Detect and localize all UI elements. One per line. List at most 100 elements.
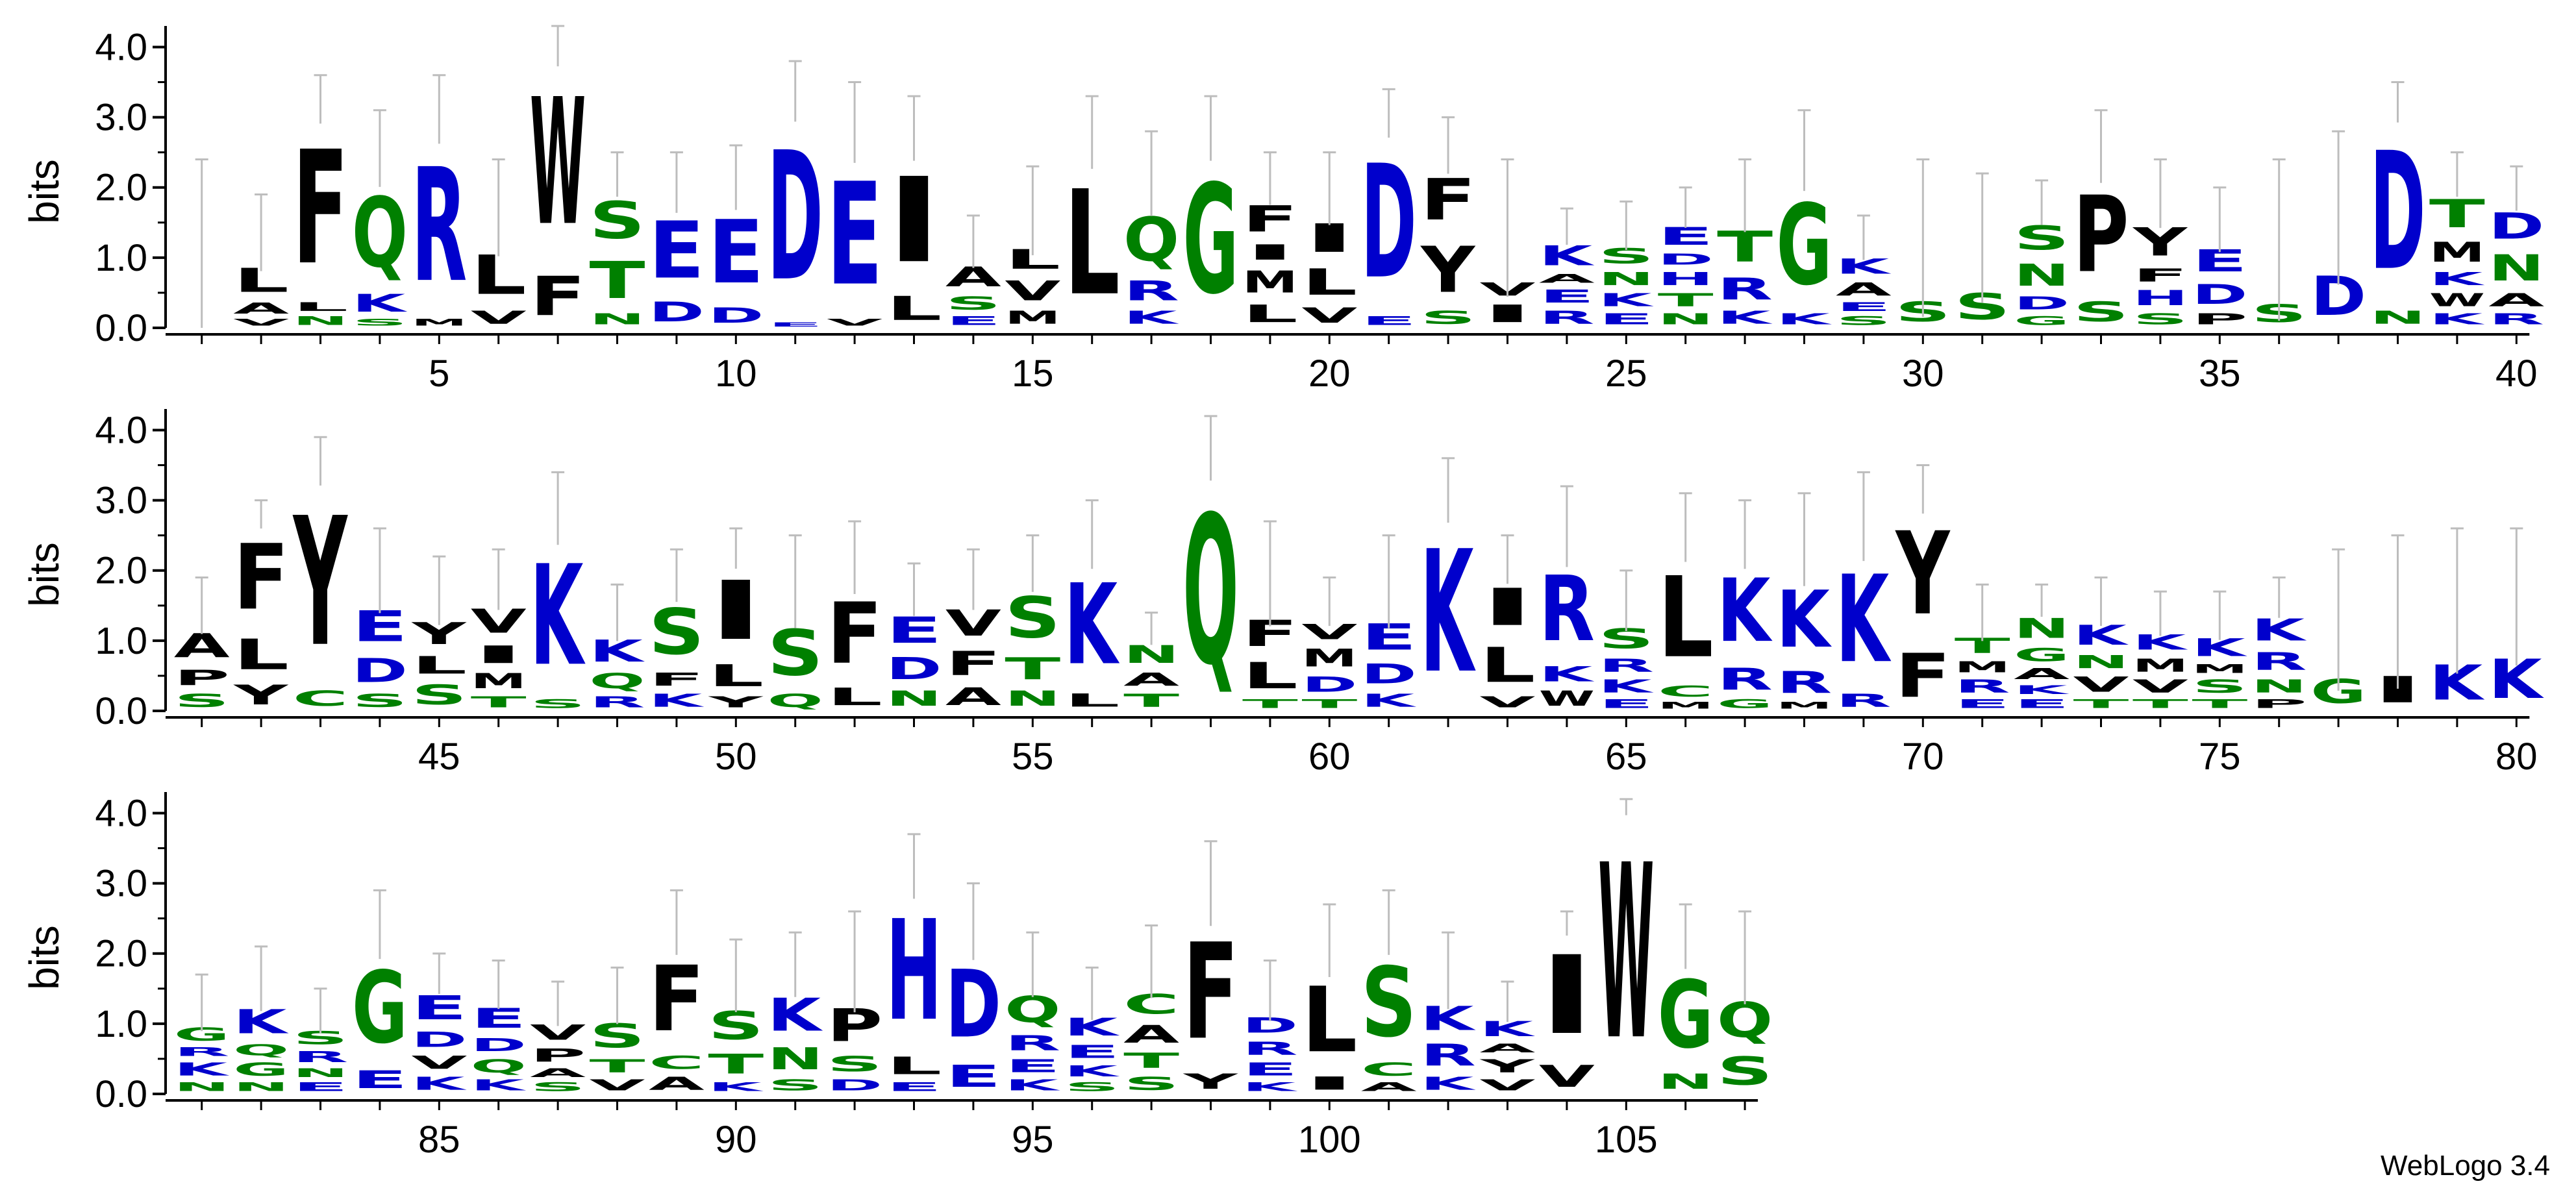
- letter-M-pos-74: M: [2132, 655, 2188, 676]
- letter-S-pos-32: S: [2014, 219, 2070, 258]
- letter-I-pos-100: I: [1301, 1073, 1357, 1094]
- letter-I-pos-46: I: [471, 641, 527, 669]
- letter-L-pos-93: L: [886, 1052, 942, 1080]
- error-bar-pos-32: [2035, 179, 2049, 225]
- letter-D-pos-32: D: [2014, 293, 2070, 314]
- error-bar-pos-53: [907, 562, 921, 616]
- letter-A-pos-72: A: [2014, 665, 2070, 683]
- letter-A-pos-89: A: [649, 1073, 705, 1094]
- logo-stack-23: IV: [1480, 158, 1536, 328]
- error-bar-pos-36: [2272, 158, 2286, 321]
- letter-D-pos-60: D: [1301, 673, 1357, 697]
- letter-F-pos-70: F: [1895, 641, 1951, 711]
- letter-T-pos-97: T: [1123, 1048, 1179, 1073]
- letter-M-pos-46: M: [471, 669, 527, 693]
- error-bar-pos-1: [195, 158, 208, 328]
- logo-stack-93: ELH: [886, 833, 942, 1094]
- letter-R-pos-64: R: [1539, 556, 1595, 662]
- letter-S-pos-45: S: [411, 680, 467, 711]
- logo-stack-61: KDE: [1361, 534, 1417, 711]
- error-bar-pos-42: [255, 499, 268, 529]
- letter-R-pos-5: R: [411, 136, 467, 317]
- letter-G-pos-67: G: [1717, 697, 1773, 711]
- letter-E-pos-29: E: [1836, 300, 1892, 314]
- letter-D-pos-94: D: [945, 951, 1001, 1059]
- letter-K-pos-47: K: [530, 536, 586, 697]
- letter-S-pos-33: S: [2073, 297, 2129, 328]
- letter-V-pos-74: V: [2132, 676, 2188, 697]
- letter-S-pos-91: S: [768, 1076, 823, 1094]
- letter-V-pos-103: V: [1480, 1076, 1536, 1094]
- letter-V-pos-6: V: [471, 307, 527, 328]
- letter-D-pos-61: D: [1361, 658, 1417, 689]
- error-bar-pos-39: [2450, 151, 2464, 197]
- letter-K-pos-90: K: [708, 1080, 764, 1094]
- y-tick-label: 2.0: [95, 167, 147, 209]
- letter-Y-pos-70: Y: [1895, 507, 1951, 640]
- error-bar-pos-43: [314, 436, 327, 486]
- letter-E-pos-65: E: [1598, 697, 1654, 712]
- error-bar-pos-50: [729, 527, 743, 569]
- letter-S-pos-8: S: [590, 191, 645, 251]
- error-bar-pos-102: [1442, 931, 1455, 1010]
- letter-R-pos-76: R: [2251, 648, 2307, 676]
- logo-stack-37: D: [2310, 130, 2366, 328]
- logo-stack-102: KRK: [1420, 931, 1476, 1094]
- letter-A-pos-87: A: [530, 1066, 586, 1080]
- logo-stack-5: MR: [411, 74, 467, 328]
- logo-stack-53: NDE: [886, 562, 942, 711]
- letter-G-pos-106: G: [1658, 961, 1714, 1069]
- letter-K-pos-69: K: [1836, 550, 1892, 690]
- letter-N-pos-3: N: [293, 314, 349, 328]
- y-tick-label: 4.0: [95, 26, 147, 68]
- error-bar-pos-79: [2450, 527, 2464, 674]
- logo-stack-89: ACF: [649, 889, 705, 1094]
- x-tick-label: 95: [1012, 1119, 1054, 1161]
- letter-D-pos-92: D: [827, 1076, 882, 1094]
- letter-S-pos-49: S: [649, 595, 705, 669]
- logo-stack-54: AFV: [945, 548, 1001, 711]
- logo-stack-104: VI: [1539, 910, 1595, 1094]
- y-tick-label: 4.0: [95, 792, 147, 834]
- logo-stack-21: ED: [1361, 88, 1417, 328]
- letter-K-pos-102: K: [1420, 1073, 1476, 1094]
- letter-G-pos-72: G: [2014, 645, 2070, 665]
- error-bar-pos-91: [788, 931, 802, 997]
- letter-E-pos-99: E: [1242, 1059, 1298, 1080]
- error-bar-pos-100: [1323, 903, 1336, 977]
- letter-D-pos-11: D: [768, 114, 823, 320]
- letter-K-pos-27: K: [1717, 307, 1773, 328]
- error-bar-pos-94: [966, 882, 980, 960]
- logo-stack-55: NTS: [1005, 534, 1061, 711]
- letter-V-pos-63: V: [1480, 693, 1536, 711]
- error-bar-pos-47: [551, 471, 565, 545]
- letter-L-pos-59: L: [1242, 655, 1298, 697]
- logo-stack-58: Q: [1183, 415, 1238, 711]
- error-bar-pos-21: [1382, 88, 1395, 138]
- error-bar-pos-56: [1085, 499, 1099, 569]
- logo-stack-106: NG: [1658, 903, 1714, 1094]
- error-bar-pos-78: [2391, 534, 2405, 689]
- letter-R-pos-95: R: [1005, 1031, 1060, 1055]
- logo-stack-20: VLI: [1301, 151, 1357, 328]
- letter-K-pos-81: K: [174, 1059, 230, 1080]
- letter-F-pos-7: F: [530, 266, 586, 328]
- logo-stack-78: I: [2370, 534, 2425, 711]
- y-tick-label: 4.0: [95, 409, 147, 451]
- letter-F-pos-89: F: [649, 947, 705, 1052]
- letter-K-pos-25: K: [1598, 290, 1654, 310]
- logo-stack-66: MCL: [1658, 492, 1714, 711]
- letter-D-pos-9: D: [649, 297, 705, 328]
- letter-S-pos-55: S: [1005, 585, 1060, 651]
- letter-Q-pos-17: Q: [1123, 205, 1179, 275]
- logo-stack-50: YLI: [708, 527, 764, 711]
- letter-E-pos-9: E: [649, 206, 705, 297]
- x-tick-label: 85: [418, 1119, 460, 1161]
- y-tick-label: 3.0: [95, 480, 147, 522]
- error-bar-pos-76: [2272, 576, 2286, 618]
